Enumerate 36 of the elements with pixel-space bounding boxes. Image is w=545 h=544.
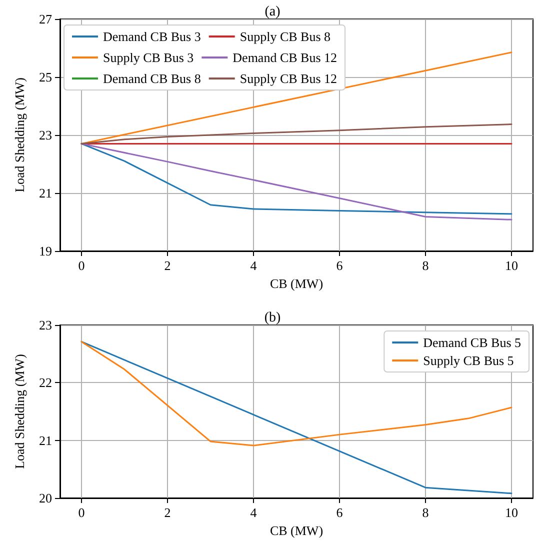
y-tick-label: 25 bbox=[39, 70, 52, 84]
y-tick-label: 23 bbox=[39, 128, 52, 142]
x-tick-label: 2 bbox=[164, 258, 171, 273]
legend-label: Demand CB Bus 5 bbox=[423, 335, 522, 350]
legend-label: Demand CB Bus 8 bbox=[103, 71, 201, 86]
x-tick-label: 6 bbox=[336, 505, 344, 520]
y-tick-label: 23 bbox=[39, 318, 52, 332]
x-axis-title: CB (MW) bbox=[270, 276, 324, 291]
legend-label: Supply CB Bus 12 bbox=[240, 71, 338, 86]
x-axis-title: CB (MW) bbox=[270, 522, 324, 538]
x-tick-label: 10 bbox=[505, 258, 518, 273]
x-tick-label: 10 bbox=[505, 505, 518, 520]
y-tick-label: 21 bbox=[39, 432, 52, 448]
legend-label: Supply CB Bus 8 bbox=[240, 29, 331, 44]
x-tick-label: 4 bbox=[250, 258, 258, 273]
x-tick-label: 8 bbox=[422, 258, 429, 273]
line-series bbox=[80, 124, 512, 144]
y-tick-label: 22 bbox=[39, 375, 52, 390]
y-tick-label: 27 bbox=[39, 12, 52, 26]
x-tick-label: 0 bbox=[78, 258, 85, 273]
y-tick-label: 19 bbox=[39, 244, 52, 258]
x-tick-label: 6 bbox=[336, 258, 344, 273]
y-tick-label: 21 bbox=[39, 186, 52, 200]
legend-label: Supply CB Bus 5 bbox=[423, 353, 514, 368]
y-tick-label: 20 bbox=[39, 490, 52, 506]
legend-label: Supply CB Bus 3 bbox=[103, 50, 194, 65]
chart-title: (b) bbox=[264, 310, 281, 326]
chart-title: (a) bbox=[264, 4, 281, 20]
y-axis-title: Load Shedding (MW) bbox=[12, 354, 27, 469]
x-tick-label: 8 bbox=[422, 505, 429, 520]
y-axis-title: Load Shedding (MW) bbox=[12, 78, 27, 192]
legend-label: Demand CB Bus 3 bbox=[103, 29, 201, 44]
legend-label: Demand CB Bus 12 bbox=[232, 50, 338, 65]
x-tick-label: 2 bbox=[164, 505, 171, 520]
x-tick-label: 0 bbox=[78, 505, 85, 520]
x-tick-label: 4 bbox=[250, 505, 258, 520]
